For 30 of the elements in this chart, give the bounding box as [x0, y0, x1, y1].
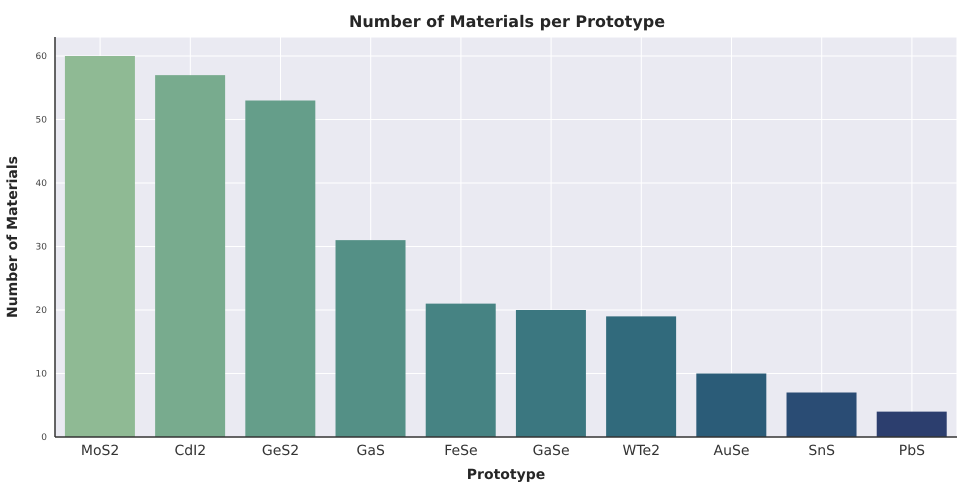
x-tick-label: SnS	[808, 442, 836, 459]
x-tick-label: GeS2	[262, 442, 300, 459]
bar	[516, 310, 586, 437]
x-tick-label: GaSe	[532, 442, 570, 459]
x-tick-label: AuSe	[714, 442, 750, 459]
bar	[155, 75, 226, 437]
x-tick-label: PbS	[898, 442, 926, 459]
bar	[606, 316, 676, 437]
y-tick-label: 40	[36, 179, 48, 190]
bar	[426, 304, 496, 437]
y-axis-title: Number of Materials	[4, 156, 21, 318]
bar	[245, 100, 316, 437]
y-tick-label: 0	[41, 433, 48, 444]
bar	[876, 412, 947, 437]
bar	[64, 56, 135, 437]
y-tick-label: 50	[36, 116, 48, 126]
x-tick-label: FeSe	[444, 442, 478, 459]
bar	[336, 240, 406, 437]
x-tick-label: WTe2	[622, 442, 660, 459]
y-tick-label: 20	[36, 306, 48, 316]
y-tick-label: 10	[36, 370, 48, 380]
x-axis-title: Prototype	[466, 467, 546, 483]
y-tick-label: 60	[36, 52, 48, 62]
x-tick-label: MoS2	[80, 442, 120, 459]
chart-title: Number of Materials per Prototype	[348, 12, 666, 31]
y-tick-label: 30	[36, 242, 48, 253]
bar	[696, 374, 766, 437]
x-tick-label: CdI2	[174, 442, 206, 459]
bar	[786, 392, 857, 437]
x-tick-label: GaS	[356, 442, 385, 459]
